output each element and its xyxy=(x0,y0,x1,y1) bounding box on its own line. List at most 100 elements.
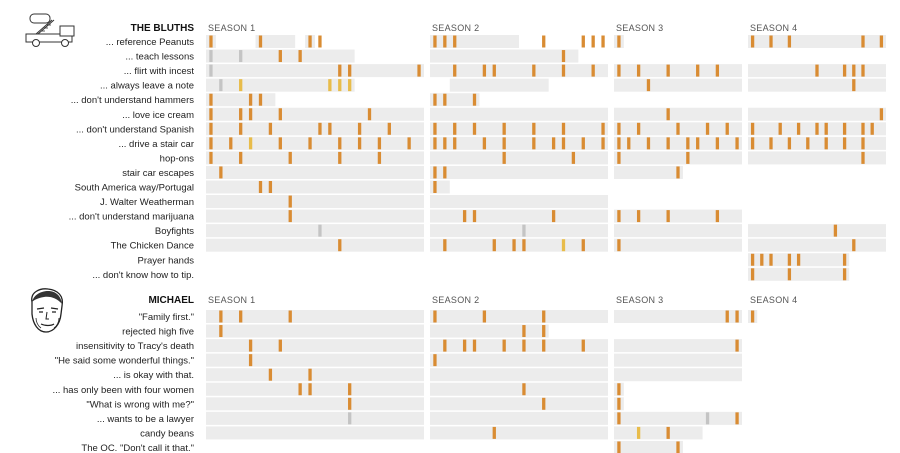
episode-mark-don-t-understand-spanish-s2e18[interactable] xyxy=(601,122,605,135)
episode-mark-flirt-with-incest-s3e9[interactable] xyxy=(696,64,700,77)
episode-mark-boyfights-s2e10[interactable] xyxy=(522,224,526,237)
episode-mark-reference-peanuts-s2e18[interactable] xyxy=(601,35,605,48)
episode-mark-don-t-know-how-to-tip-s4e11[interactable] xyxy=(842,268,847,281)
episode-mark-boyfights-s4e10[interactable] xyxy=(833,224,838,237)
episode-mark-don-t-understand-hammers-s2e1[interactable] xyxy=(433,93,437,106)
episode-mark-reference-peanuts-s4e5[interactable] xyxy=(787,35,792,48)
episode-mark-drive-a-stair-car-s2e3[interactable] xyxy=(453,137,457,150)
episode-mark-don-t-understand-spanish-s2e5[interactable] xyxy=(472,122,477,135)
episode-mark-love-ice-cream-s1e1[interactable] xyxy=(209,108,213,121)
episode-mark-family-first-s1e9[interactable] xyxy=(288,310,292,323)
episode-mark-hop-ons-s1e18[interactable] xyxy=(377,151,382,164)
episode-mark-teach-lessons-s2e14[interactable] xyxy=(561,50,566,63)
episode-mark-love-ice-cream-s1e4[interactable] xyxy=(239,108,243,121)
episode-mark-wants-to-be-a-lawyer-s1e15[interactable] xyxy=(348,412,352,425)
episode-mark-reference-peanuts-s4e1[interactable] xyxy=(750,35,755,48)
episode-mark-flirt-with-incest-s1e1[interactable] xyxy=(209,64,213,77)
episode-mark-reference-peanuts-s1e1[interactable] xyxy=(209,35,213,48)
episode-mark-drive-a-stair-car-s3e1[interactable] xyxy=(617,137,621,150)
episode-mark-has-only-been-with-four-women-s1e11[interactable] xyxy=(308,383,312,396)
episode-mark-drive-a-stair-car-s3e4[interactable] xyxy=(646,137,651,150)
episode-mark-south-america-way-portugal-s1e7[interactable] xyxy=(268,181,273,193)
episode-mark-teach-lessons-s1e8[interactable] xyxy=(278,50,282,63)
episode-mark-the-oc-don-t-call-it-that-s3e1[interactable] xyxy=(617,441,621,453)
episode-mark-reference-peanuts-s1e6[interactable] xyxy=(258,35,263,48)
episode-mark-rejected-high-five-s1e2[interactable] xyxy=(219,325,223,338)
episode-mark-drive-a-stair-car-s2e14[interactable] xyxy=(561,137,566,150)
episode-mark-candy-beans-s3e3[interactable] xyxy=(636,426,641,439)
episode-mark-always-leave-a-note-s1e2[interactable] xyxy=(219,79,223,92)
episode-mark-prayer-hands-s4e1[interactable] xyxy=(750,253,755,266)
episode-mark-is-okay-with-that-s1e11[interactable] xyxy=(308,368,312,381)
episode-mark-flirt-with-incest-s3e1[interactable] xyxy=(617,64,621,77)
episode-mark-insensitivity-to-tracy-s-death-s1e8[interactable] xyxy=(278,339,282,352)
episode-mark-don-t-understand-spanish-s4e1[interactable] xyxy=(750,122,755,135)
episode-mark-don-t-understand-marijuana-s2e4[interactable] xyxy=(462,210,467,223)
episode-mark-don-t-understand-spanish-s3e7[interactable] xyxy=(676,122,680,135)
episode-mark-drive-a-stair-car-s2e13[interactable] xyxy=(551,137,556,150)
episode-mark-drive-a-stair-car-s3e13[interactable] xyxy=(735,137,739,150)
episode-mark-insensitivity-to-tracy-s-death-s2e8[interactable] xyxy=(502,339,506,352)
episode-mark-family-first-s3e13[interactable] xyxy=(735,310,739,323)
episode-mark-drive-a-stair-car-s4e13[interactable] xyxy=(861,137,865,150)
episode-mark-he-said-some-wonderful-things-s2e1[interactable] xyxy=(433,354,437,367)
episode-mark-always-leave-a-note-s1e15[interactable] xyxy=(348,79,352,92)
episode-mark-teach-lessons-s1e10[interactable] xyxy=(298,50,302,63)
episode-mark-what-is-wrong-with-me-s3e1[interactable] xyxy=(617,397,621,410)
episode-mark-don-t-understand-spanish-s1e1[interactable] xyxy=(209,122,213,135)
episode-mark-has-only-been-with-four-women-s3e1[interactable] xyxy=(617,383,621,396)
episode-mark-flirt-with-incest-s1e14[interactable] xyxy=(338,64,342,77)
episode-mark-flirt-with-incest-s2e17[interactable] xyxy=(591,64,595,77)
episode-mark-wants-to-be-a-lawyer-s3e10[interactable] xyxy=(705,412,710,425)
episode-mark-drive-a-stair-car-s4e5[interactable] xyxy=(787,137,792,150)
episode-mark-don-t-understand-spanish-s4e4[interactable] xyxy=(778,122,782,135)
episode-mark-flirt-with-incest-s2e3[interactable] xyxy=(453,64,457,77)
episode-mark-wants-to-be-a-lawyer-s3e1[interactable] xyxy=(617,412,621,425)
episode-mark-hop-ons-s1e9[interactable] xyxy=(288,151,292,164)
episode-mark-hop-ons-s1e1[interactable] xyxy=(209,151,213,164)
episode-mark-reference-peanuts-s2e1[interactable] xyxy=(433,35,437,48)
episode-mark-don-t-understand-spanish-s1e16[interactable] xyxy=(357,122,362,135)
episode-mark-don-t-understand-spanish-s4e6[interactable] xyxy=(796,122,801,135)
episode-mark-wants-to-be-a-lawyer-s3e13[interactable] xyxy=(735,412,739,425)
episode-mark-don-t-understand-marijuana-s3e11[interactable] xyxy=(715,210,720,223)
episode-mark-he-said-some-wonderful-things-s1e5[interactable] xyxy=(248,354,253,367)
episode-mark-don-t-understand-spanish-s3e12[interactable] xyxy=(725,122,729,135)
episode-mark-south-america-way-portugal-s1e6[interactable] xyxy=(258,181,263,193)
episode-mark-love-ice-cream-s4e15[interactable] xyxy=(879,108,884,121)
episode-mark-don-t-understand-hammers-s1e1[interactable] xyxy=(209,93,213,106)
episode-mark-don-t-understand-spanish-s4e8[interactable] xyxy=(815,122,819,135)
episode-mark-drive-a-stair-car-s2e6[interactable] xyxy=(482,137,487,150)
episode-mark-reference-peanuts-s4e13[interactable] xyxy=(861,35,865,48)
episode-mark-has-only-been-with-four-women-s2e10[interactable] xyxy=(522,383,526,396)
episode-mark-don-t-understand-spanish-s2e3[interactable] xyxy=(453,122,457,135)
episode-mark-reference-peanuts-s2e16[interactable] xyxy=(581,35,585,48)
episode-mark-don-t-understand-hammers-s1e6[interactable] xyxy=(258,93,263,106)
episode-mark-drive-a-stair-car-s2e16[interactable] xyxy=(581,137,585,150)
episode-mark-family-first-s4e1[interactable] xyxy=(750,310,755,323)
episode-mark-flirt-with-incest-s4e12[interactable] xyxy=(852,64,856,77)
episode-mark-family-first-s1e4[interactable] xyxy=(239,310,243,323)
episode-mark-don-t-know-how-to-tip-s4e1[interactable] xyxy=(750,268,755,281)
episode-mark-reference-peanuts-s2e2[interactable] xyxy=(443,35,447,48)
episode-mark-flirt-with-incest-s2e11[interactable] xyxy=(532,64,536,77)
episode-mark-drive-a-stair-car-s4e7[interactable] xyxy=(806,137,810,150)
episode-mark-insensitivity-to-tracy-s-death-s1e5[interactable] xyxy=(248,339,253,352)
episode-mark-what-is-wrong-with-me-s2e12[interactable] xyxy=(542,397,546,410)
episode-mark-has-only-been-with-four-women-s1e10[interactable] xyxy=(298,383,302,396)
episode-mark-hop-ons-s1e14[interactable] xyxy=(338,151,342,164)
episode-mark-the-oc-don-t-call-it-that-s3e7[interactable] xyxy=(676,441,680,453)
episode-mark-reference-peanuts-s4e3[interactable] xyxy=(769,35,773,48)
episode-mark-drive-a-stair-car-s2e1[interactable] xyxy=(433,137,437,150)
episode-mark-hop-ons-s2e8[interactable] xyxy=(502,151,506,164)
episode-mark-always-leave-a-note-s1e4[interactable] xyxy=(239,79,243,92)
episode-mark-don-t-understand-spanish-s2e11[interactable] xyxy=(532,122,536,135)
episode-mark-flirt-with-incest-s4e8[interactable] xyxy=(815,64,819,77)
episode-mark-drive-a-stair-car-s1e14[interactable] xyxy=(338,137,342,150)
episode-mark-flirt-with-incest-s2e6[interactable] xyxy=(482,64,487,77)
episode-mark-drive-a-stair-car-s1e16[interactable] xyxy=(357,137,362,150)
episode-mark-drive-a-stair-car-s4e11[interactable] xyxy=(842,137,847,150)
episode-mark-reference-peanuts-s4e15[interactable] xyxy=(879,35,884,48)
episode-mark-drive-a-stair-car-s3e2[interactable] xyxy=(627,137,631,150)
episode-mark-love-ice-cream-s1e5[interactable] xyxy=(248,108,253,121)
